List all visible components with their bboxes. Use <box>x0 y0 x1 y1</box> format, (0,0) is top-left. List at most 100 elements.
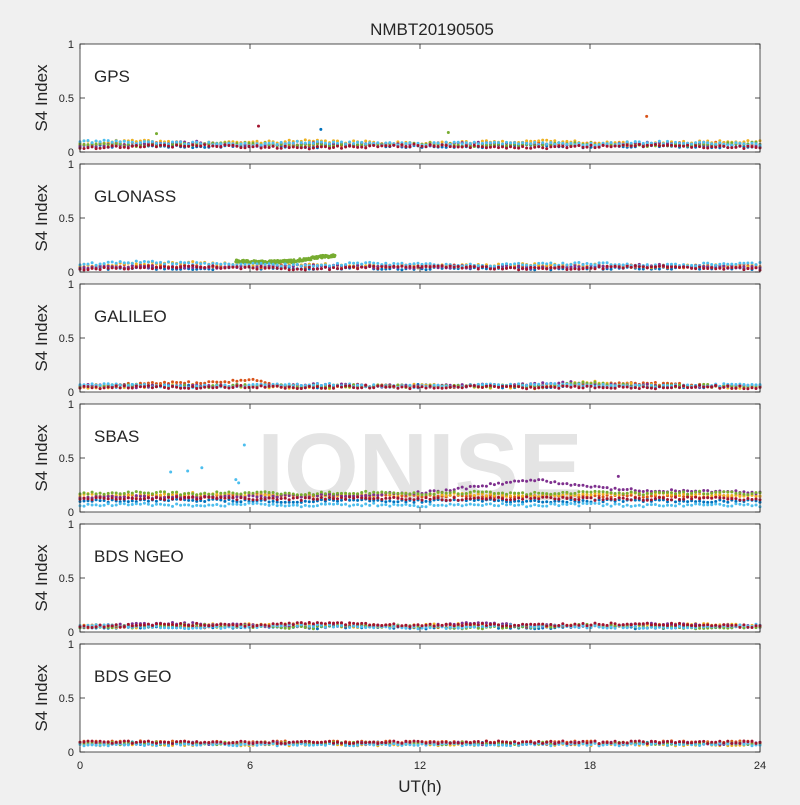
data-point <box>215 386 218 389</box>
data-point <box>103 382 106 385</box>
data-point <box>344 266 347 269</box>
data-point <box>348 145 351 148</box>
data-point <box>718 491 721 494</box>
data-point <box>139 261 142 264</box>
data-point <box>497 266 500 269</box>
data-point <box>159 144 162 147</box>
data-point <box>344 495 347 498</box>
data-point <box>392 144 395 147</box>
data-point <box>582 484 585 487</box>
data-point <box>582 386 585 389</box>
data-point <box>292 501 295 504</box>
data-point <box>481 497 484 500</box>
data-point <box>256 383 259 386</box>
data-point <box>602 386 605 389</box>
data-point <box>429 385 432 388</box>
data-point <box>87 503 90 506</box>
data-point <box>408 504 411 507</box>
data-point <box>191 499 194 502</box>
data-point <box>521 503 524 506</box>
data-point <box>219 263 222 266</box>
data-point <box>296 268 299 271</box>
data-point <box>698 497 701 500</box>
data-point <box>630 387 633 390</box>
data-point <box>300 265 303 268</box>
data-point <box>376 497 379 500</box>
data-point <box>404 503 407 506</box>
data-point <box>368 261 371 264</box>
data-point <box>533 496 536 499</box>
data-point <box>203 386 206 389</box>
data-point <box>485 490 488 493</box>
data-point <box>111 386 114 389</box>
data-point <box>292 146 295 149</box>
data-point <box>280 497 283 500</box>
data-point <box>722 262 725 265</box>
data-point <box>525 495 528 498</box>
data-point <box>606 145 609 148</box>
data-point <box>280 504 283 507</box>
data-point <box>469 142 472 145</box>
data-point <box>421 385 424 388</box>
data-point <box>505 147 508 150</box>
data-point <box>473 141 476 144</box>
data-point <box>425 505 428 508</box>
data-point <box>553 145 556 148</box>
data-point <box>131 145 134 148</box>
data-point <box>626 265 629 268</box>
data-point <box>99 496 102 499</box>
data-point <box>662 497 665 500</box>
data-point <box>384 503 387 506</box>
data-point <box>191 495 194 498</box>
data-point <box>336 145 339 148</box>
data-point <box>324 492 327 495</box>
data-point <box>485 141 488 144</box>
data-point <box>356 387 359 390</box>
data-point <box>115 262 118 265</box>
data-point <box>666 491 669 494</box>
data-point <box>131 141 134 144</box>
data-point <box>123 261 126 264</box>
data-point <box>155 142 158 145</box>
data-point <box>521 479 524 482</box>
data-point <box>742 387 745 390</box>
data-point <box>646 503 649 506</box>
data-point <box>521 498 524 501</box>
data-point <box>360 504 363 507</box>
data-point <box>244 491 247 494</box>
data-point <box>481 504 484 507</box>
data-point <box>167 387 170 390</box>
data-point <box>477 142 480 145</box>
data-point <box>348 384 351 387</box>
data-point <box>183 145 186 148</box>
data-point <box>457 146 460 149</box>
data-point <box>235 265 238 268</box>
data-point <box>493 504 496 507</box>
data-point <box>211 380 214 383</box>
data-point <box>473 384 476 387</box>
data-point <box>485 503 488 506</box>
data-point <box>167 499 170 502</box>
data-point <box>473 490 476 493</box>
data-point <box>103 386 106 389</box>
data-point <box>537 478 540 481</box>
data-point <box>83 268 86 271</box>
data-point <box>573 385 576 388</box>
data-point <box>573 503 576 506</box>
data-point <box>505 141 508 144</box>
data-point <box>590 491 593 494</box>
data-point <box>352 497 355 500</box>
data-point <box>473 485 476 488</box>
data-point <box>119 502 122 505</box>
data-point <box>501 268 504 271</box>
data-point <box>521 267 524 270</box>
data-point <box>352 492 355 495</box>
data-point <box>694 385 697 388</box>
data-point <box>300 141 303 144</box>
data-point <box>682 142 685 145</box>
data-point <box>622 144 625 147</box>
data-point <box>525 387 528 390</box>
data-point <box>577 504 580 507</box>
data-point <box>304 504 307 507</box>
